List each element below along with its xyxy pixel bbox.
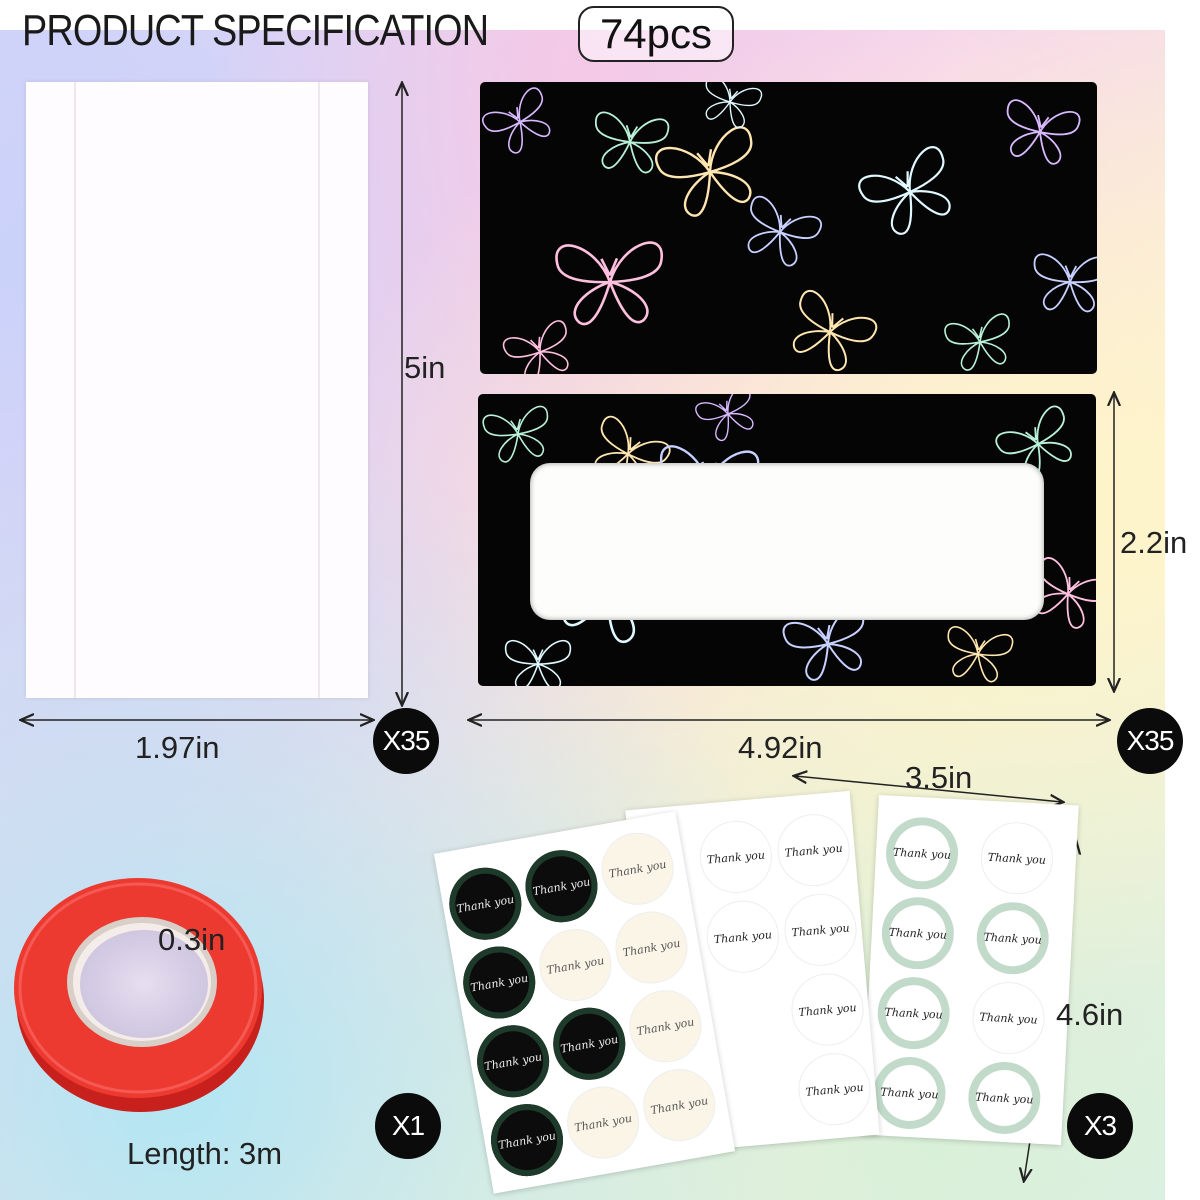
card-width-label: 4.92in [738, 730, 823, 765]
sticker: Thank you [623, 984, 708, 1069]
butterfly-icon [858, 146, 951, 235]
sticker: Thank you [471, 1019, 555, 1103]
red-tape-roll [14, 878, 264, 1112]
butterfly-icon [482, 405, 549, 463]
butterfly-icon [595, 111, 670, 174]
bag-width-label: 1.97in [135, 730, 220, 765]
butterfly-icon [995, 405, 1072, 480]
sticker: Thank you [788, 970, 867, 1049]
sticker-height-label: 4.6in [1056, 997, 1124, 1032]
sticker: Thank you [880, 895, 956, 972]
bag-seam [74, 82, 76, 698]
sticker: Thank you [774, 811, 853, 890]
butterfly-icon [1033, 253, 1097, 313]
card-height-label: 2.2in [1120, 525, 1188, 560]
sticker-width-label: 3.5in [905, 760, 973, 795]
sticker: Thank you [637, 1063, 721, 1147]
sticker: Thank you [795, 1050, 874, 1129]
butterfly-card-front [480, 82, 1097, 374]
quantity-badge: 74pcs [578, 6, 734, 62]
butterfly-pattern [482, 82, 1097, 374]
sticker-sheet-green: Thank you Thank you Thank you Thank you … [861, 794, 1079, 1146]
butterfly-icon [792, 289, 878, 371]
butterfly-icon [944, 313, 1010, 371]
butterfly-icon [705, 82, 763, 129]
bag-seam [318, 82, 320, 698]
sticker: Thank you [561, 1080, 645, 1165]
sticker: Thank you [781, 890, 860, 969]
butterfly-icon [655, 126, 753, 217]
sticker: Thank you [703, 897, 782, 976]
bag-quantity: X35 [373, 708, 439, 774]
sticker: Thank you [884, 815, 960, 892]
butterfly-card-window [478, 394, 1096, 686]
sticker: Thank you [595, 827, 680, 911]
sticker: Thank you [519, 844, 604, 928]
tape-length-label: Length: 3m [127, 1136, 283, 1171]
sticker: Thank you [443, 862, 528, 946]
sticker: Thank you [871, 1055, 948, 1131]
sticker: Thank you [457, 940, 541, 1025]
sticker: Thank you [533, 923, 618, 1007]
sticker: Thank you [547, 1002, 631, 1086]
tape-quantity: X1 [375, 1093, 441, 1159]
bag-height-label: 5in [404, 350, 446, 385]
butterfly-icon [782, 606, 865, 681]
tape-width-label: 0.3in [158, 922, 226, 957]
butterfly-icon [482, 87, 551, 154]
sticker: Thank you [979, 820, 1055, 897]
sticker: Thank you [970, 980, 1047, 1056]
page-title: PRODUCT SPECIFICATION [22, 6, 489, 55]
butterfly-icon [695, 394, 754, 441]
sticker: Thank you [609, 905, 694, 990]
clear-bag [26, 82, 368, 698]
butterfly-icon [747, 195, 822, 267]
sticker-quantity: X3 [1067, 1093, 1133, 1159]
butterfly-icon [504, 640, 572, 686]
sticker: Thank you [966, 1060, 1043, 1136]
butterfly-icon [502, 320, 569, 374]
sticker: Thank you [974, 900, 1051, 977]
card-quantity: X35 [1117, 708, 1183, 774]
sticker: Thank you [485, 1098, 569, 1182]
sticker: Thank you [875, 975, 952, 1051]
butterfly-icon [555, 241, 663, 326]
sticker: Thank you [696, 818, 775, 897]
card-window [530, 463, 1044, 620]
butterfly-icon [1006, 99, 1081, 165]
butterfly-icon [947, 626, 1014, 683]
